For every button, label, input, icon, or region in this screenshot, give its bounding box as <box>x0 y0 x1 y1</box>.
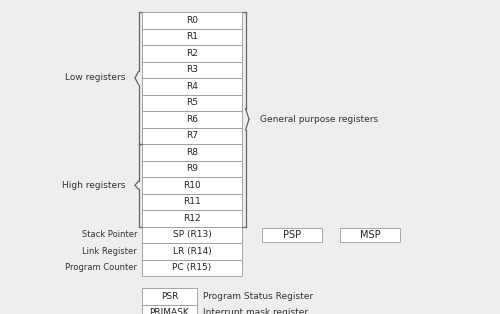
Bar <box>142 78 242 95</box>
Bar <box>142 177 242 193</box>
Text: PRIMASK: PRIMASK <box>150 308 190 314</box>
Text: R3: R3 <box>186 65 198 74</box>
Bar <box>142 144 242 160</box>
Bar <box>142 305 197 314</box>
Text: Program Status Register: Program Status Register <box>203 292 313 301</box>
Bar <box>142 160 242 177</box>
Text: R4: R4 <box>186 82 198 91</box>
Bar <box>142 226 242 243</box>
Text: Low registers: Low registers <box>64 73 125 83</box>
Text: Interrupt mask register: Interrupt mask register <box>203 308 308 314</box>
Bar <box>142 243 242 259</box>
Bar <box>142 62 242 78</box>
Text: Program Counter: Program Counter <box>65 263 137 272</box>
Bar <box>142 95 242 111</box>
Text: R5: R5 <box>186 98 198 107</box>
Bar <box>142 193 242 210</box>
Text: R12: R12 <box>183 214 201 223</box>
Text: General purpose registers: General purpose registers <box>260 115 378 124</box>
Text: Stack Pointer: Stack Pointer <box>82 230 137 239</box>
Text: LR (R14): LR (R14) <box>172 247 212 256</box>
Text: MSP: MSP <box>360 230 380 240</box>
Text: PSR: PSR <box>161 292 178 301</box>
Text: R0: R0 <box>186 16 198 25</box>
Text: R7: R7 <box>186 131 198 140</box>
Text: R6: R6 <box>186 115 198 124</box>
Bar <box>142 210 242 226</box>
Text: R2: R2 <box>186 49 198 58</box>
Bar <box>142 288 197 305</box>
Text: PC (R15): PC (R15) <box>172 263 212 272</box>
Text: High registers: High registers <box>62 181 125 190</box>
Bar <box>142 127 242 144</box>
Text: R1: R1 <box>186 32 198 41</box>
Text: SP (R13): SP (R13) <box>172 230 212 239</box>
Bar <box>142 29 242 45</box>
Bar <box>142 259 242 276</box>
Text: R11: R11 <box>183 197 201 206</box>
Text: R9: R9 <box>186 164 198 173</box>
Text: R8: R8 <box>186 148 198 157</box>
Bar <box>142 12 242 29</box>
Bar <box>142 111 242 127</box>
Text: R10: R10 <box>183 181 201 190</box>
Text: Link Register: Link Register <box>82 247 137 256</box>
Bar <box>340 228 400 242</box>
Bar <box>262 228 322 242</box>
Bar <box>142 45 242 62</box>
Text: PSP: PSP <box>283 230 301 240</box>
